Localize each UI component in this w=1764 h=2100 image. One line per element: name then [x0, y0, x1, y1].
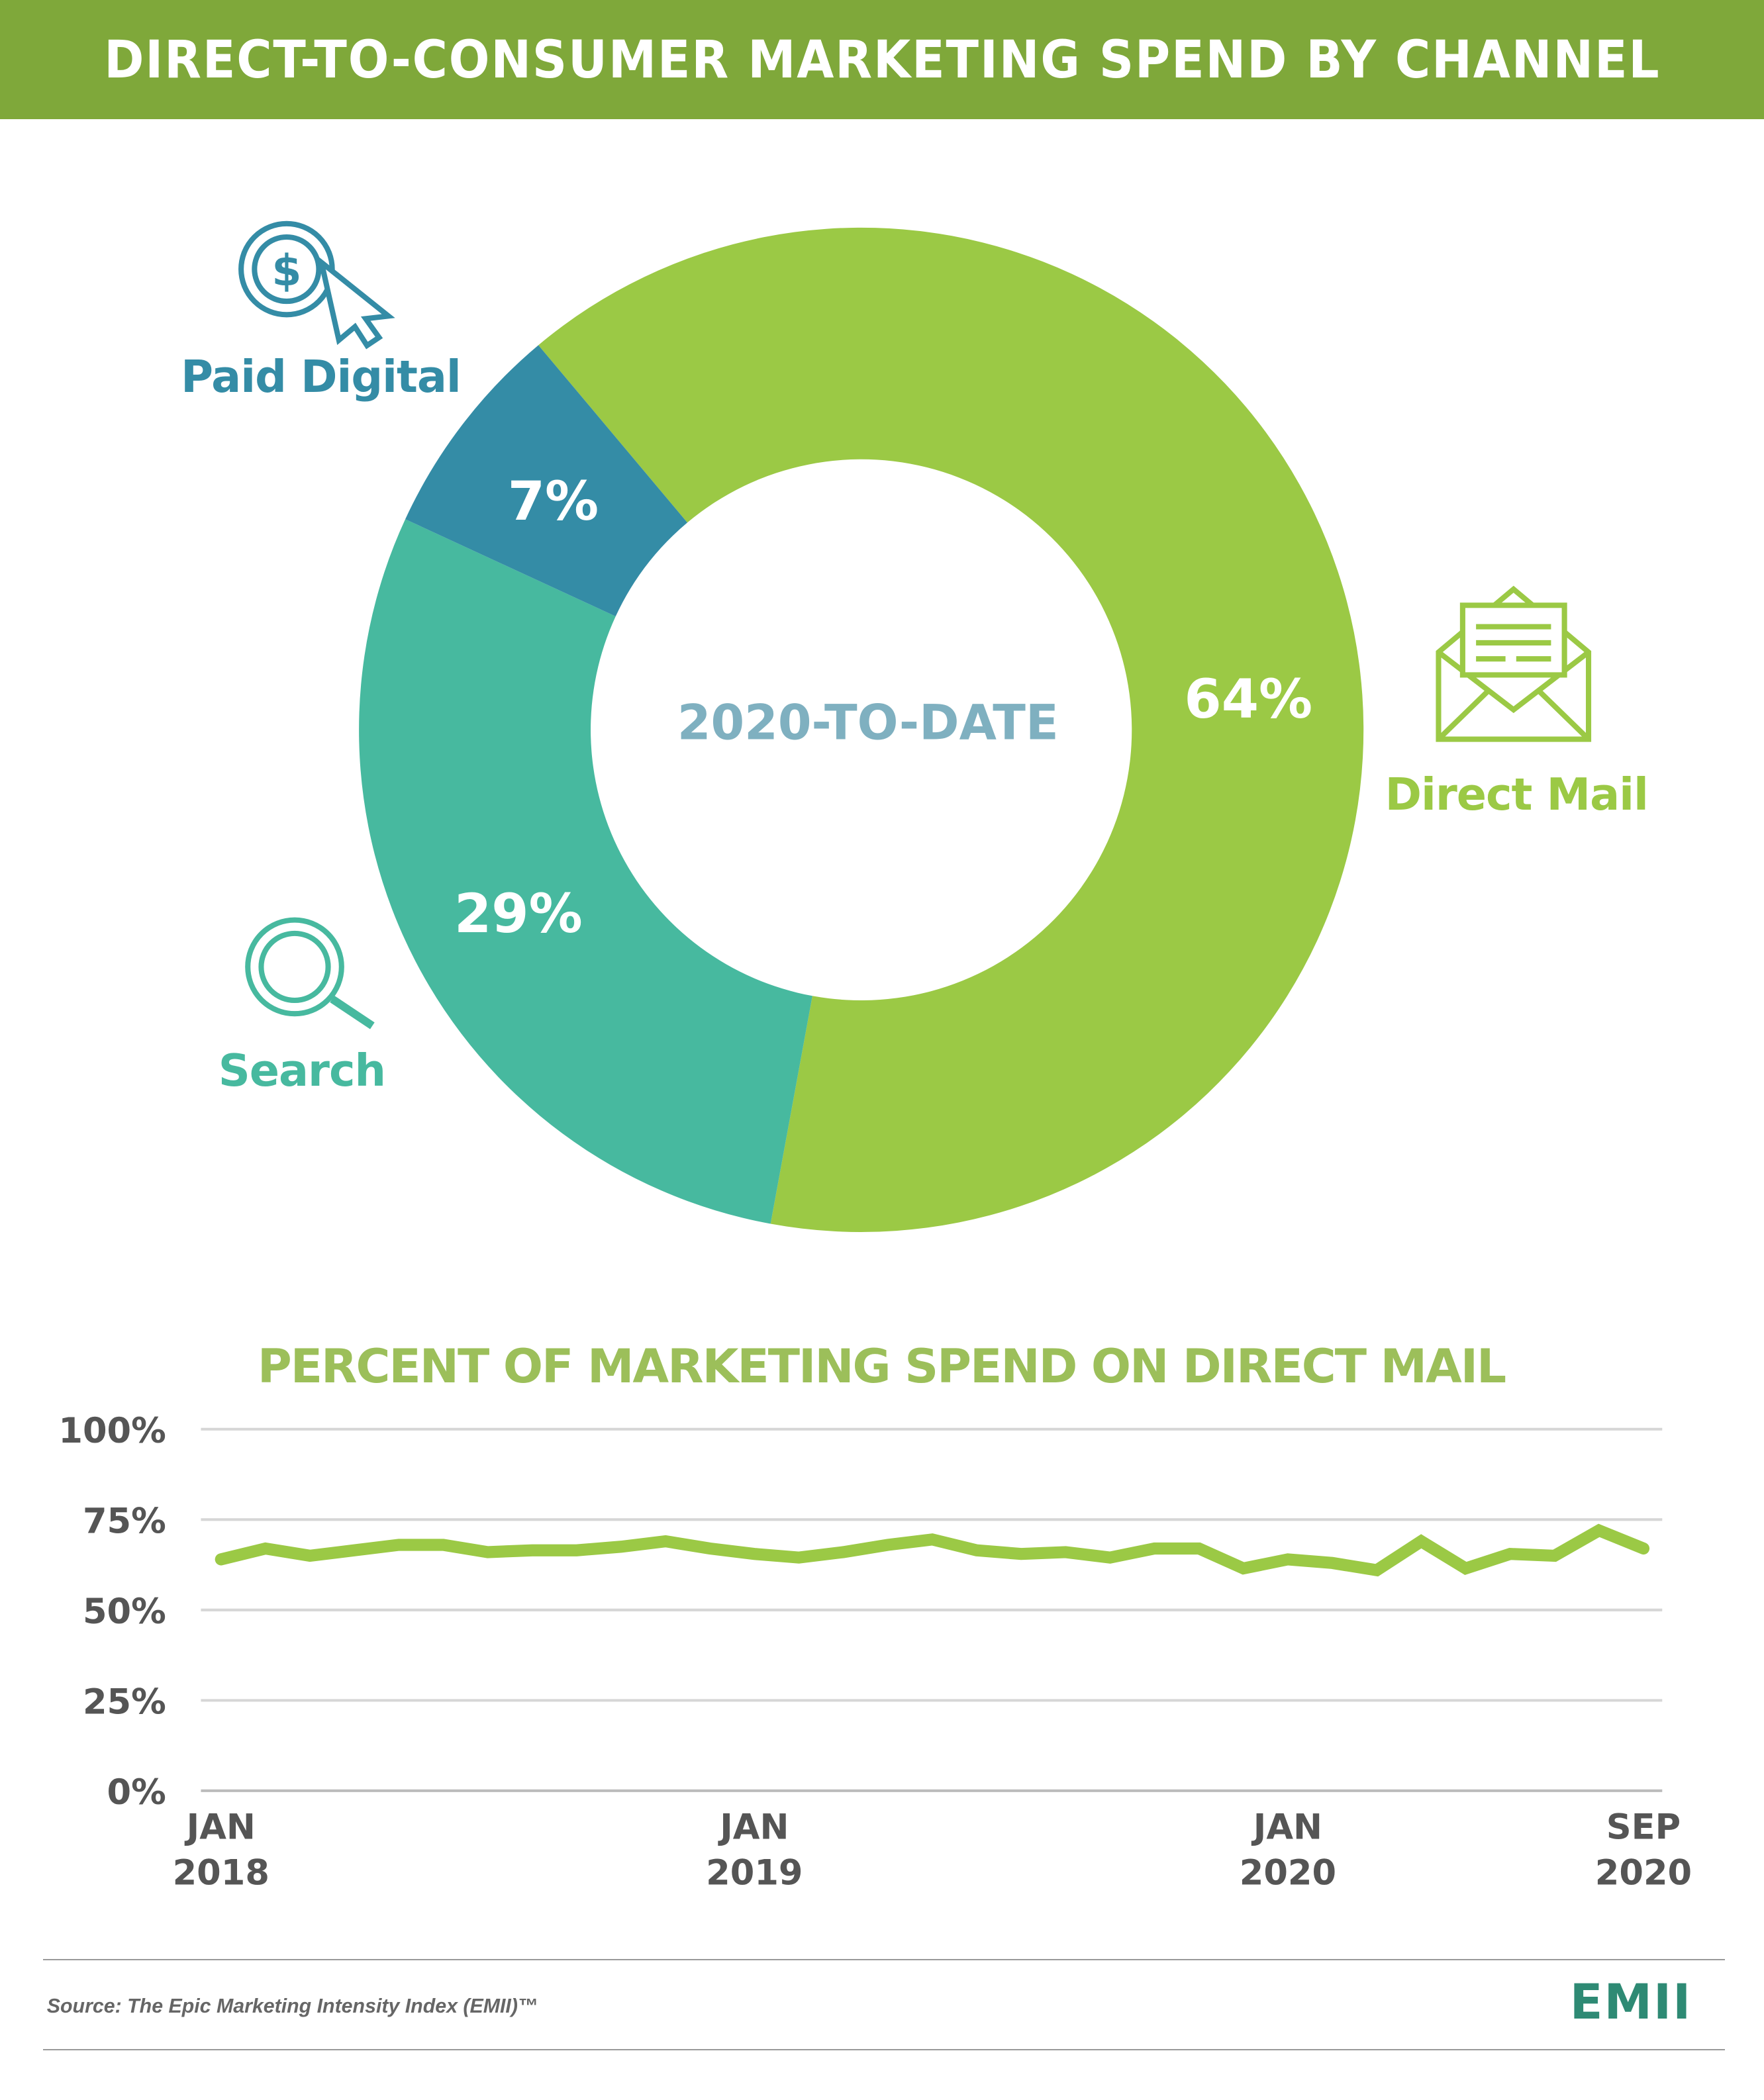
donut-slice-direct-mail: [538, 227, 1364, 1232]
y-tick-label: 0%: [107, 1772, 166, 1813]
legend-search: Search: [218, 1044, 386, 1096]
x-tick-label: 2018: [173, 1852, 270, 1893]
legend-direct-mail: Direct Mail: [1385, 769, 1649, 821]
y-tick-label: 50%: [83, 1592, 166, 1632]
donut-slice-paid-digital: [405, 345, 688, 617]
x-tick-label: JAN: [1251, 1807, 1322, 1847]
x-tick-label: 2019: [706, 1852, 803, 1893]
magnifier-icon: [245, 917, 375, 1029]
x-tick-label: JAN: [185, 1807, 256, 1847]
legend-paid-digital: Paid Digital: [181, 350, 462, 403]
envelope-letter-icon: [1436, 585, 1592, 742]
donut-slice-search: [359, 519, 812, 1224]
y-tick-label: 25%: [83, 1682, 166, 1722]
slice-label-direct-mail: 64%: [1184, 669, 1312, 731]
direct-mail-share-line: [215, 1523, 1650, 1576]
x-tick-label: SEP: [1606, 1807, 1681, 1847]
line-chart: PERCENT OF MARKETING SPEND ON DIRECT MAI…: [58, 1339, 1692, 1893]
svg-text:$: $: [271, 246, 301, 296]
donut-chart: 2020-TO-DATE 64% 29% 7% $: [238, 220, 1592, 1232]
x-tick-label: 2020: [1240, 1852, 1336, 1893]
x-tick-label: 2020: [1595, 1852, 1692, 1893]
x-tick-label: JAN: [718, 1807, 789, 1847]
emii-logo: EMII: [1569, 1974, 1692, 2030]
y-tick-label: 75%: [83, 1501, 166, 1541]
dollar-cursor-icon: $: [238, 220, 395, 350]
y-tick-label: 100%: [58, 1411, 166, 1451]
slice-label-paid-digital: 7%: [508, 471, 599, 533]
slice-label-search: 29%: [454, 883, 583, 945]
footer-divider-bottom: [42, 2048, 1726, 2050]
donut-center-label: 2020-TO-DATE: [677, 695, 1059, 751]
header-banner: DIRECT-TO-CONSUMER MARKETING SPEND BY CH…: [0, 0, 1764, 120]
source-note: Source: The Epic Marketing Intensity Ind…: [46, 1995, 538, 2017]
page-title: DIRECT-TO-CONSUMER MARKETING SPEND BY CH…: [103, 29, 1661, 90]
line-chart-title: PERCENT OF MARKETING SPEND ON DIRECT MAI…: [258, 1339, 1506, 1394]
footer-divider-top: [42, 1959, 1726, 1961]
